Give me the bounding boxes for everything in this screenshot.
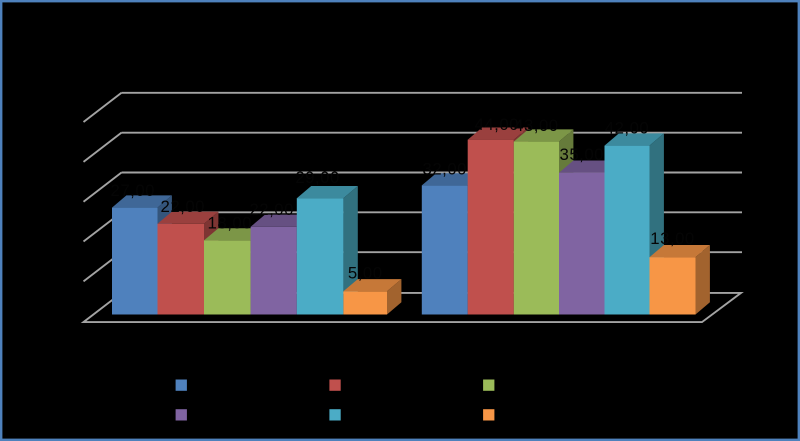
- svg-text:44,00: 44,00: [475, 115, 520, 134]
- svg-text:18,00: 18,00: [208, 213, 253, 232]
- svg-text:43,00: 43,00: [514, 116, 559, 135]
- svg-text:35,00: 35,00: [560, 145, 605, 164]
- svg-text:5,00: 5,00: [348, 264, 383, 283]
- svg-text:27,00: 27,00: [111, 181, 156, 200]
- svg-text:29,00: 29,00: [295, 168, 340, 187]
- svg-text:42,00: 42,00: [605, 118, 650, 137]
- svg-text:32,00: 32,00: [423, 160, 468, 179]
- svg-text:22,00: 22,00: [161, 197, 206, 216]
- svg-text:22,00: 22,00: [249, 200, 294, 219]
- svg-text:13,00: 13,00: [650, 229, 695, 248]
